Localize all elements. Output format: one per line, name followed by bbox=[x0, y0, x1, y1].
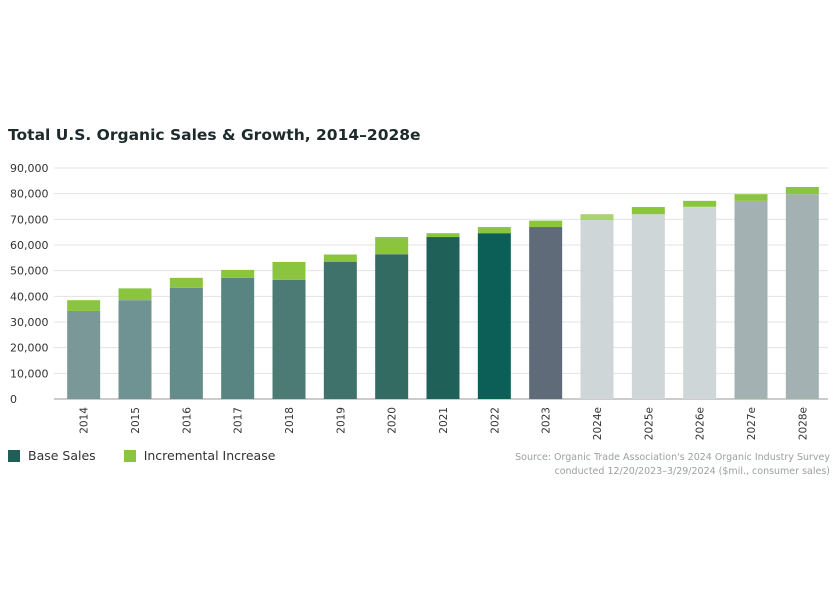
bar-incremental-increase bbox=[683, 200, 717, 207]
source-note: Source: Organic Trade Association's 2024… bbox=[515, 451, 830, 479]
x-tick-label: 2019 bbox=[335, 407, 347, 434]
bar-base-sales bbox=[118, 300, 152, 399]
legend-label-base-sales: Base Sales bbox=[28, 448, 96, 463]
x-tick-label: 2022 bbox=[489, 407, 501, 434]
bar-base-sales bbox=[426, 237, 460, 399]
x-tick-label: 2016 bbox=[181, 407, 193, 434]
chart-title: Total U.S. Organic Sales & Growth, 2014–… bbox=[8, 126, 421, 144]
x-tick-label: 2025e bbox=[643, 407, 655, 440]
y-tick-label: 70,000 bbox=[10, 213, 49, 226]
bar-base-sales bbox=[734, 200, 768, 399]
bar-incremental-increase bbox=[375, 237, 409, 255]
y-tick-label: 30,000 bbox=[10, 316, 49, 329]
bar-base-sales bbox=[323, 261, 357, 399]
stacked-bar-chart: 0 10,000 20,000 30,000 40,000 50,000 60,000 70,… bbox=[10, 162, 828, 440]
bar-incremental-increase bbox=[477, 227, 511, 234]
bar-incremental-increase bbox=[734, 194, 768, 201]
x-tick-label: 2017 bbox=[233, 407, 245, 434]
legend-swatch-base-sales bbox=[8, 449, 20, 462]
x-tick-label: 2023 bbox=[541, 407, 553, 434]
legend-swatch-incremental-increase bbox=[123, 449, 136, 462]
bar-base-sales bbox=[272, 279, 306, 399]
y-tick-label: 40,000 bbox=[10, 290, 49, 303]
bar-incremental-increase bbox=[272, 261, 306, 280]
bar-incremental-increase bbox=[221, 269, 255, 278]
bar-base-sales bbox=[683, 206, 717, 399]
bar-base-sales bbox=[67, 310, 101, 399]
bar-base-sales bbox=[221, 277, 255, 399]
y-tick-label: 20,000 bbox=[10, 342, 49, 355]
y-tick-label: 60,000 bbox=[10, 239, 49, 252]
bar-base-sales bbox=[375, 254, 409, 399]
bar-incremental-increase bbox=[529, 220, 563, 228]
x-tick-label: 2026e bbox=[695, 407, 707, 440]
source-line-2: conducted 12/20/2023–3/29/2024 ($mil., c… bbox=[554, 466, 831, 477]
x-tick-label: 2024e bbox=[592, 407, 604, 440]
bar-base-sales bbox=[529, 227, 563, 399]
source-line-1: Source: Organic Trade Association's 2024… bbox=[515, 452, 830, 463]
x-tick-label: 2028e bbox=[797, 407, 809, 440]
bar-base-sales bbox=[631, 214, 665, 399]
bar-base-sales bbox=[785, 194, 819, 399]
x-tick-label: 2020 bbox=[387, 407, 399, 434]
x-tick-label: 2018 bbox=[284, 407, 296, 434]
chart-legend: Base Sales Incremental Increase bbox=[8, 448, 275, 463]
x-tick-label: 2014 bbox=[79, 407, 91, 434]
bar-base-sales bbox=[580, 220, 614, 399]
y-tick-label: 80,000 bbox=[10, 188, 49, 201]
bar-incremental-increase bbox=[67, 300, 101, 311]
bar-incremental-increase bbox=[426, 233, 460, 238]
bar-base-sales bbox=[477, 233, 511, 399]
x-tick-label: 2015 bbox=[130, 407, 142, 434]
y-tick-label: 90,000 bbox=[10, 162, 49, 175]
legend-label-incremental-increase: Incremental Increase bbox=[143, 448, 276, 463]
legend-item-incremental-increase: Incremental Increase bbox=[123, 448, 276, 463]
bar-incremental-increase bbox=[118, 288, 152, 301]
bar-incremental-increase bbox=[169, 277, 203, 288]
bar-incremental-increase bbox=[631, 207, 665, 215]
x-tick-label: 2027e bbox=[746, 407, 758, 440]
bar-incremental-increase bbox=[580, 214, 614, 221]
y-tick-label: 50,000 bbox=[10, 265, 49, 278]
y-tick-label: 0 bbox=[10, 393, 17, 406]
bar-incremental-increase bbox=[785, 186, 819, 195]
x-tick-label: 2021 bbox=[438, 407, 450, 434]
legend-item-base-sales: Base Sales bbox=[8, 448, 96, 463]
y-tick-label: 10,000 bbox=[10, 367, 49, 380]
bar-incremental-increase bbox=[323, 254, 357, 262]
bar-base-sales bbox=[169, 287, 203, 399]
